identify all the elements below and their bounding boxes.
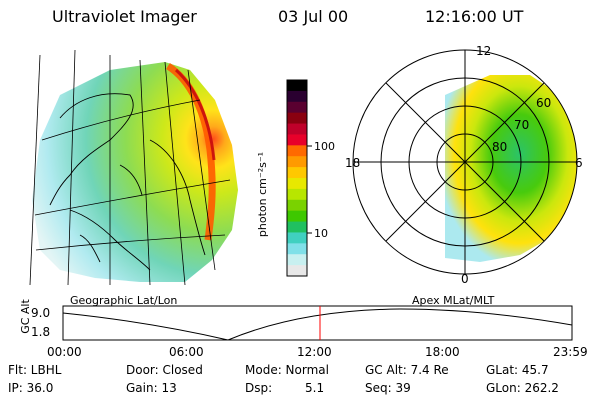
colorbar-tick-100: 100 xyxy=(314,140,335,153)
latlon-grid xyxy=(29,49,231,286)
aurora-emission-region xyxy=(32,62,238,282)
colorbar-segment xyxy=(287,145,307,157)
colorbar-segment xyxy=(287,156,307,168)
y-tick-9: 9.0 xyxy=(31,306,51,320)
colorbar-segment xyxy=(287,232,307,244)
app-title: Ultraviolet Imager xyxy=(52,7,197,26)
colorbar-segment xyxy=(287,112,307,125)
x-tick-1200: 12:00 xyxy=(297,345,332,359)
x-tick-0000: 00:00 xyxy=(47,345,82,359)
geographic-panel-label: Geographic Lat/Lon xyxy=(70,294,178,307)
y-tick-1-8: 1.8 xyxy=(31,325,51,339)
door-info: Door: Closed xyxy=(126,363,203,377)
colorbar-segment xyxy=(287,134,307,146)
colorbar-segment xyxy=(287,101,307,114)
colorbar-segment xyxy=(287,265,307,277)
mlt-label-0: 0 xyxy=(461,272,469,286)
mlt-label-6: 6 xyxy=(575,156,583,170)
glat-info: GLat: 45.7 xyxy=(486,363,549,377)
colorbar-segment xyxy=(287,243,307,255)
x-tick-0600: 06:00 xyxy=(169,345,204,359)
colorbar-segment xyxy=(287,188,307,201)
altitude-curve xyxy=(62,308,573,341)
mode-info: Mode: Normal xyxy=(245,363,329,377)
filter-info: Flt: LBHL xyxy=(8,363,62,377)
coastline xyxy=(49,93,206,271)
ip-info: IP: 36.0 xyxy=(8,381,54,395)
colorbar-segment xyxy=(287,90,307,103)
dsp-value: 5.1 xyxy=(305,381,325,395)
colorbar-segment xyxy=(287,80,307,92)
colorbar-segment xyxy=(287,167,307,179)
colorbar-segment xyxy=(287,210,307,223)
colorbar-segment xyxy=(287,178,307,190)
glon-info: GLon: 262.2 xyxy=(486,381,559,395)
polar-emission-region xyxy=(445,75,577,262)
lat-label-60: 60 xyxy=(536,96,552,110)
seq-info: Seq: 39 xyxy=(365,381,411,395)
mlt-label-18: 18 xyxy=(345,156,361,170)
mlt-label-12: 12 xyxy=(476,44,492,58)
x-tick-2359: 23:59 xyxy=(553,345,588,359)
colorbar-segment xyxy=(287,221,307,233)
timeline-axis-title: GC Alt xyxy=(18,299,32,334)
colorbar-segment xyxy=(287,199,307,212)
gain-info: Gain: 13 xyxy=(126,381,177,395)
gc-alt-info: GC Alt: 7.4 Re xyxy=(365,363,449,377)
lat-label-80: 80 xyxy=(492,140,508,154)
colorbar-segment xyxy=(287,123,307,135)
date-label: 03 Jul 00 xyxy=(278,7,349,26)
x-tick-1800: 18:00 xyxy=(425,345,460,359)
colorbar-tick-10: 10 xyxy=(314,227,328,240)
colorbar-segment xyxy=(287,254,307,266)
dsp-label: Dsp: xyxy=(245,381,273,395)
apex-panel-label: Apex MLat/MLT xyxy=(412,294,495,307)
time-label: 12:16:00 UT xyxy=(425,7,524,26)
lat-label-70: 70 xyxy=(514,118,530,132)
